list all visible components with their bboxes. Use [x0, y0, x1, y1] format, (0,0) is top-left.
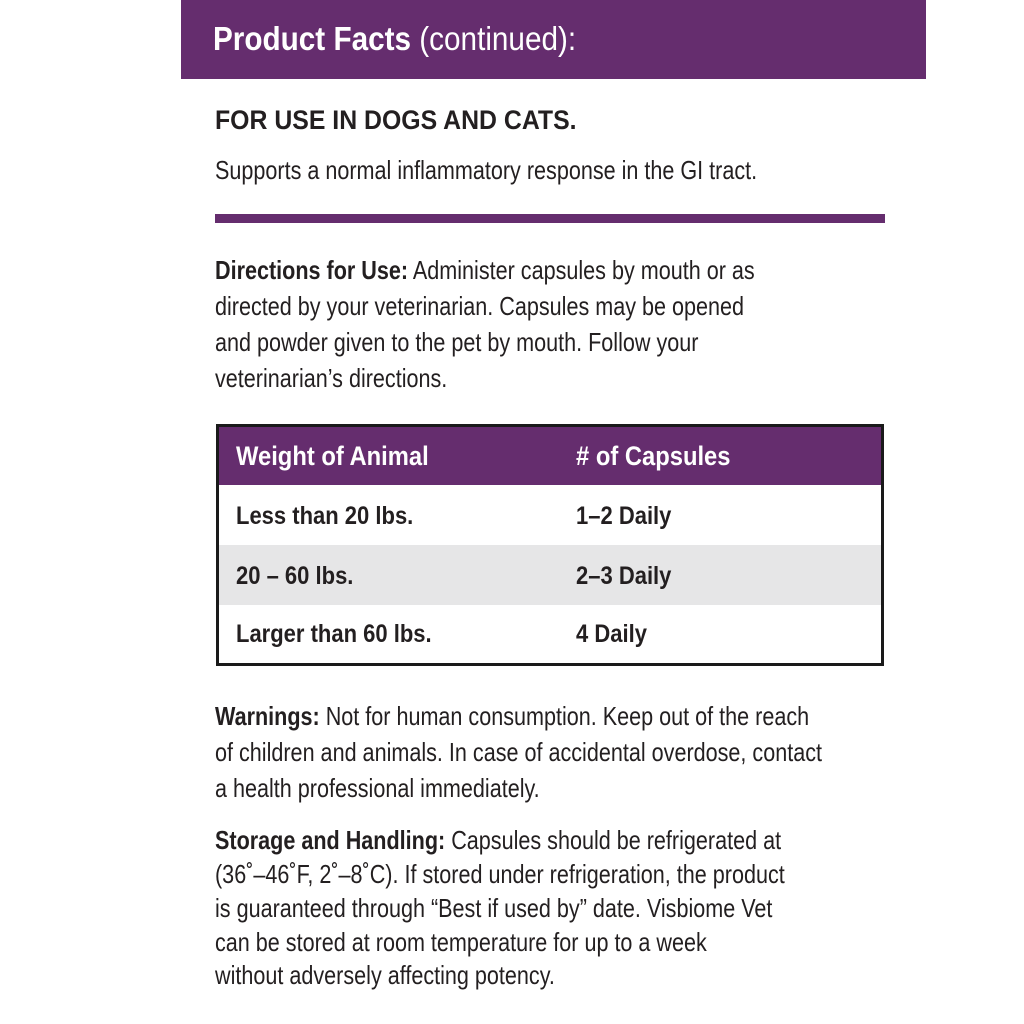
directions-label: Directions for Use: — [215, 255, 409, 285]
warnings-line: a health professional immediately. — [215, 773, 540, 803]
directions-line: veterinarian’s directions. — [215, 363, 448, 393]
page-title: Product Facts (continued): — [213, 20, 577, 57]
weight-cell: 20 – 60 lbs. — [236, 562, 354, 590]
storage-line: is guaranteed through “Best if used by” … — [215, 893, 773, 923]
storage-label: Storage and Handling: — [215, 825, 446, 855]
storage-line: (36˚–46˚F, 2˚–8˚C). If stored under refr… — [215, 859, 785, 889]
storage-line: without adversely affecting potency. — [215, 960, 555, 990]
capsules-cell: 4 Daily — [576, 620, 647, 648]
divider — [215, 214, 885, 223]
directions-line: and powder given to the pet by mouth. Fo… — [215, 327, 699, 357]
storage-line: can be stored at room temperature for up… — [215, 927, 707, 957]
warnings-label: Warnings: — [215, 701, 320, 731]
table-header: Weight of Animal # of Capsules — [219, 427, 881, 485]
column-header: Weight of Animal — [236, 441, 429, 471]
dosage-table: Weight of Animal # of Capsules Less than… — [216, 424, 884, 666]
table-row: Larger than 60 lbs. 4 Daily — [219, 605, 881, 663]
header-band — [181, 0, 926, 79]
directions-line: directed by your veterinarian. Capsules … — [215, 291, 745, 321]
capsules-cell: 1–2 Daily — [576, 502, 672, 530]
table-row: 20 – 60 lbs. 2–3 Daily — [219, 545, 881, 605]
capsules-cell: 2–3 Daily — [576, 562, 672, 590]
table-row: Less than 20 lbs. 1–2 Daily — [219, 485, 881, 545]
weight-cell: Larger than 60 lbs. — [236, 620, 432, 648]
weight-cell: Less than 20 lbs. — [236, 502, 414, 530]
warnings-line: of children and animals. In case of acci… — [215, 737, 823, 767]
column-header: # of Capsules — [576, 441, 731, 471]
usage-heading: FOR USE IN DOGS AND CATS. — [215, 105, 577, 135]
intro-text: Supports a normal inflammatory response … — [215, 155, 758, 185]
